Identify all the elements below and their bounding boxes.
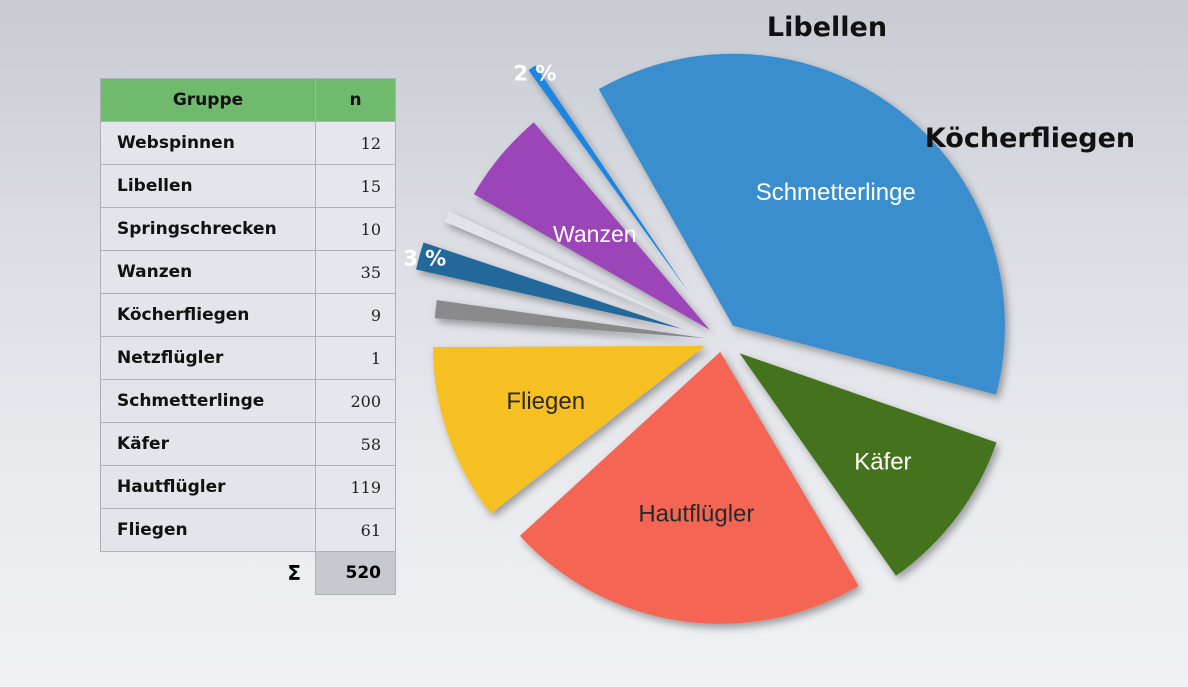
sum-total: 520 (315, 551, 396, 595)
callout-koecherfliegen: Köcherfliegen (925, 123, 1135, 154)
slice-libellen (416, 242, 682, 329)
table-row: Köcherfliegen 9 (100, 293, 396, 337)
table-row: Hautflügler 119 (100, 465, 396, 509)
label-kaefer: Käfer (854, 448, 911, 475)
table-header-row: Gruppe n (100, 78, 396, 122)
row-name: Libellen (100, 164, 316, 208)
row-value: 10 (315, 207, 396, 251)
row-name: Springschrecken (100, 207, 316, 251)
row-value: 119 (315, 465, 396, 509)
data-table: Gruppe n Webspinnen 12 Libellen 15 Springs… (100, 78, 396, 595)
sum-row: Σ 520 (101, 551, 396, 595)
table-row: Wanzen 35 (100, 250, 396, 294)
row-name: Köcherfliegen (100, 293, 316, 337)
table-row: Schmetterlinge 200 (100, 379, 396, 423)
label-hautfluegler: Hautflügler (638, 500, 754, 527)
label-fliegen: Fliegen (506, 388, 585, 415)
slice-wanzen (473, 122, 710, 330)
row-name: Schmetterlinge (100, 379, 316, 423)
row-value: 200 (315, 379, 396, 423)
label-wanzen: Wanzen (553, 221, 637, 247)
slice-kaefer (739, 353, 997, 576)
row-value: 58 (315, 422, 396, 466)
table-row: Käfer 58 (100, 422, 396, 466)
slice-springschrecken (444, 210, 695, 328)
callout-libellen: Libellen (767, 12, 887, 43)
row-value: 35 (315, 250, 396, 294)
table-row: Springschrecken 10 (100, 207, 396, 251)
header-gruppe: Gruppe (100, 78, 316, 122)
table-row: Fliegen 61 (100, 508, 396, 552)
label-libellen: 3 % (403, 246, 446, 270)
slice-fliegen (432, 345, 705, 514)
row-name: Fliegen (100, 508, 316, 552)
table-row: Libellen 15 (100, 164, 396, 208)
row-name: Käfer (100, 422, 316, 466)
row-value: 15 (315, 164, 396, 208)
row-value: 9 (315, 293, 396, 337)
slice-hautfluegler (519, 351, 859, 624)
row-name: Wanzen (100, 250, 316, 294)
label-schmetterlinge: Schmetterlinge (756, 179, 916, 206)
row-name: Netzflügler (100, 336, 316, 380)
data-table-container: Gruppe n Webspinnen 12 Libellen 15 Springs… (100, 78, 396, 595)
row-value: 12 (315, 121, 396, 165)
label-koecherfliegen: 2 % (514, 61, 557, 85)
header-n: n (315, 78, 396, 122)
slice-webspinnen (434, 300, 707, 339)
sum-symbol: Σ (287, 561, 301, 586)
slice-koecherfliegen (528, 65, 688, 291)
slice-schmetterlinge (598, 53, 1005, 395)
